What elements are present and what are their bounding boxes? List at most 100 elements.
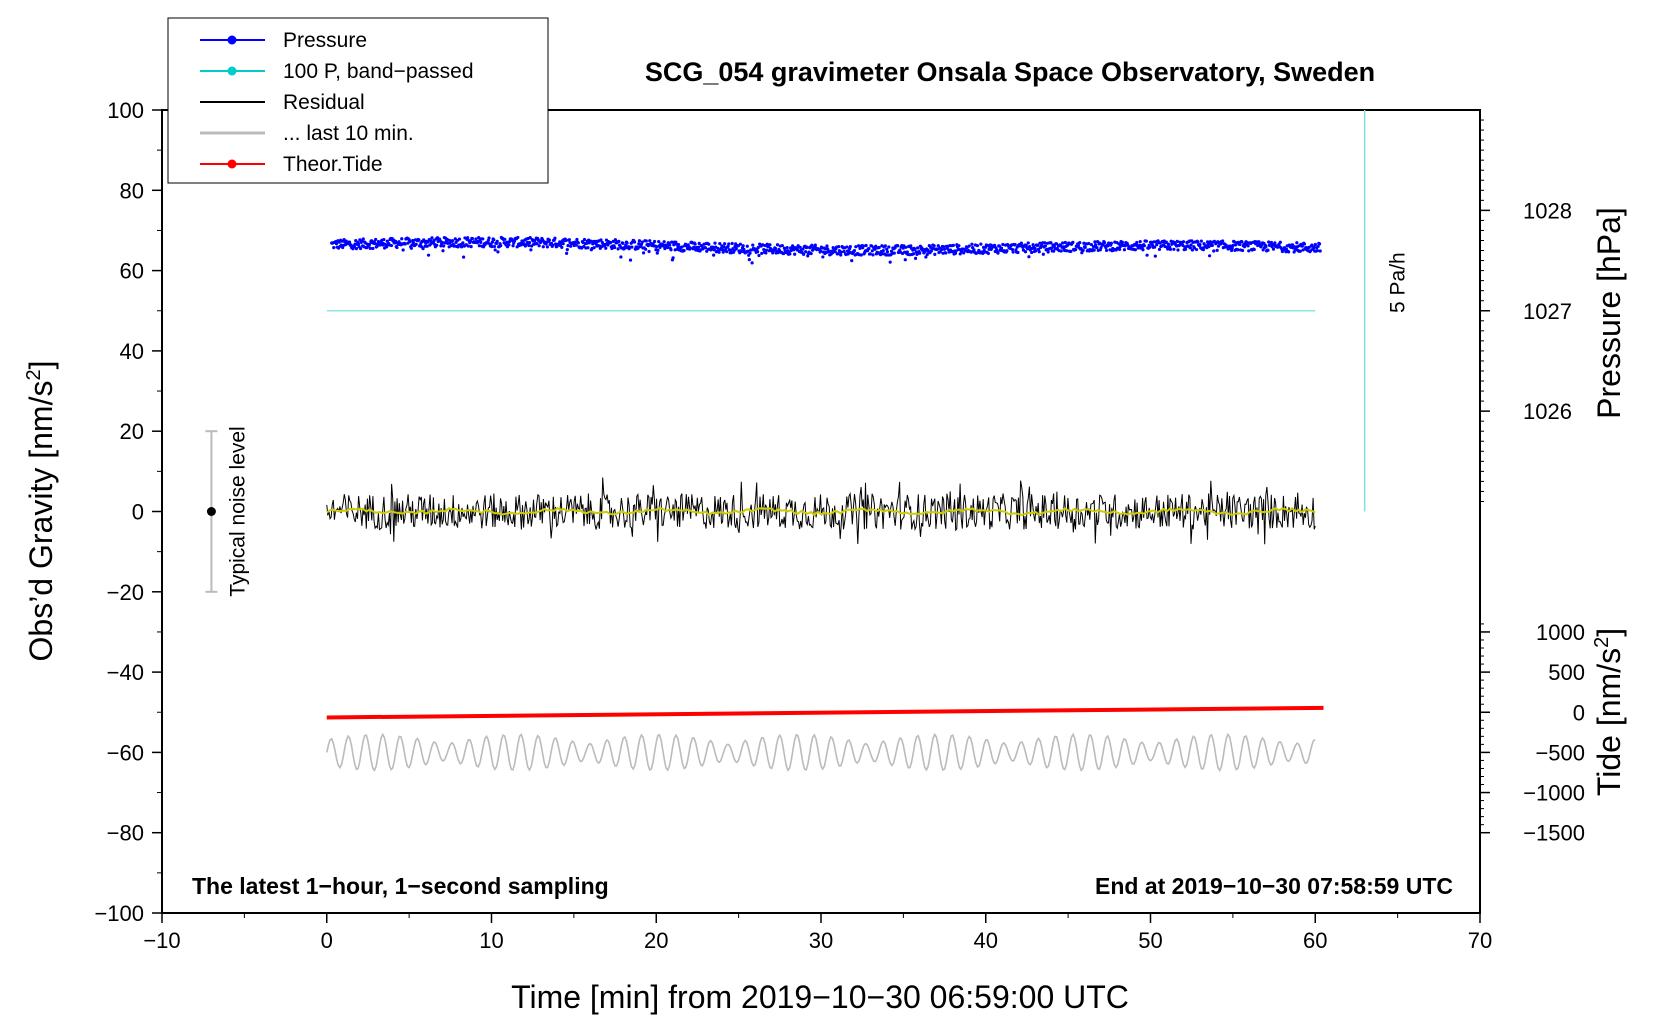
pressure-point bbox=[992, 243, 997, 247]
tide-tick-label: 1000 bbox=[1536, 620, 1585, 645]
pressure-point bbox=[440, 240, 444, 244]
tide-axis-title-sup: 2 bbox=[1591, 637, 1613, 648]
pressure-point bbox=[1026, 241, 1030, 245]
pressure-point bbox=[688, 246, 692, 250]
pressure-point bbox=[780, 243, 784, 248]
pressure-point bbox=[644, 239, 648, 243]
pressure-point bbox=[1247, 249, 1251, 253]
pressure-point bbox=[417, 238, 421, 242]
pressure-point bbox=[349, 243, 353, 247]
pressure-point bbox=[1315, 249, 1320, 253]
y-tick-label: −20 bbox=[107, 580, 144, 605]
pressure-point bbox=[1074, 248, 1078, 252]
pressure-point bbox=[613, 245, 617, 250]
pressure-point bbox=[712, 253, 716, 257]
y-axis-ticks: 100 80 60 40 20 0 −20 −40 −60 −80 −100 bbox=[94, 98, 162, 926]
pressure-point bbox=[574, 243, 578, 247]
pressure-point bbox=[1278, 240, 1282, 244]
pressure-point bbox=[672, 243, 676, 247]
pressure-point bbox=[859, 253, 863, 257]
pressure-point bbox=[648, 239, 652, 243]
pressure-point bbox=[474, 237, 478, 241]
pressure-point bbox=[1001, 242, 1005, 247]
pressure-point bbox=[1207, 244, 1211, 249]
legend-label: 100 P, band−passed bbox=[283, 60, 474, 83]
pressure-point bbox=[1141, 248, 1145, 252]
pressure-point bbox=[819, 249, 823, 253]
pressure-point bbox=[352, 245, 356, 249]
pressure-point bbox=[1298, 249, 1302, 253]
pressure-point bbox=[666, 245, 670, 250]
pressure-point bbox=[1201, 248, 1206, 252]
pressure-point bbox=[652, 239, 657, 244]
pressure-point bbox=[703, 246, 707, 250]
pressure-point bbox=[644, 247, 648, 251]
pressure-point bbox=[573, 240, 577, 244]
pressure-point bbox=[788, 252, 792, 256]
pressure-point bbox=[760, 251, 764, 255]
pressure-point bbox=[854, 245, 858, 249]
pressure-point bbox=[395, 245, 399, 250]
pressure-point bbox=[503, 237, 507, 241]
pressure-point bbox=[1089, 243, 1094, 247]
tide-tick-label: 500 bbox=[1548, 660, 1585, 685]
pressure-point bbox=[1043, 241, 1047, 245]
pressure-point bbox=[751, 243, 755, 247]
pressure-point bbox=[1266, 248, 1270, 252]
pressure-point bbox=[1027, 255, 1031, 259]
pressure-point bbox=[1273, 241, 1277, 245]
pressure-point bbox=[560, 245, 564, 250]
pressure-point bbox=[487, 236, 491, 240]
pressure-point bbox=[442, 244, 446, 248]
pressure-point bbox=[481, 237, 485, 241]
pressure-point bbox=[1069, 249, 1073, 253]
pressure-point bbox=[1083, 245, 1087, 250]
pressure-point bbox=[411, 240, 416, 245]
x-tick-label: 70 bbox=[1468, 928, 1492, 953]
pressure-point bbox=[492, 244, 497, 249]
y-tick-label: −40 bbox=[107, 660, 144, 685]
tide-axis-title: Tide [nm/s2] bbox=[1591, 628, 1627, 796]
pressure-point bbox=[1238, 242, 1242, 247]
pressure-point bbox=[435, 243, 439, 247]
legend-label: ... last 10 min. bbox=[283, 122, 414, 145]
pressure-point bbox=[837, 245, 841, 249]
tide-axis-ticks: 1000 500 0 −500 −1000 −1500 bbox=[1480, 620, 1585, 846]
pressure-point bbox=[810, 243, 814, 247]
pressure-point bbox=[1317, 242, 1322, 246]
pressure-point bbox=[668, 243, 672, 247]
pressure-point bbox=[1264, 244, 1268, 249]
pressure-point bbox=[450, 239, 455, 243]
pressure-point bbox=[421, 247, 425, 251]
pressure-point bbox=[499, 244, 503, 248]
pressure-point bbox=[676, 243, 681, 247]
pressure-point bbox=[755, 250, 760, 254]
pressure-point bbox=[640, 240, 644, 244]
pressure-point bbox=[662, 240, 666, 244]
pressure-point bbox=[361, 237, 365, 241]
pressure-point bbox=[979, 242, 983, 246]
pressure-point bbox=[1043, 244, 1048, 248]
pressure-tick-label: 1026 bbox=[1523, 399, 1572, 424]
pressure-point bbox=[852, 249, 857, 253]
pressure-point bbox=[599, 238, 603, 242]
legend-label: Pressure bbox=[283, 29, 367, 52]
pressure-point bbox=[972, 248, 976, 252]
pressure-point bbox=[850, 259, 854, 263]
pressure-point bbox=[764, 251, 768, 255]
pressure-point bbox=[647, 249, 651, 254]
pressure-point bbox=[923, 249, 927, 253]
pressure-point bbox=[999, 246, 1004, 250]
pressure-point bbox=[1065, 249, 1069, 253]
pressure-point bbox=[916, 246, 920, 250]
y-axis-title-left-end: ] bbox=[23, 361, 59, 370]
pressure-point bbox=[408, 239, 412, 244]
pressure-point bbox=[821, 255, 825, 259]
x-axis-title: Time [min] from 2019−10−30 06:59:00 UTC bbox=[511, 979, 1129, 1015]
pressure-point bbox=[1240, 248, 1245, 253]
pressure-point bbox=[1078, 241, 1082, 245]
pressure-point bbox=[1318, 249, 1322, 253]
pressure-point bbox=[374, 237, 378, 242]
x-tick-label: −10 bbox=[143, 928, 180, 953]
